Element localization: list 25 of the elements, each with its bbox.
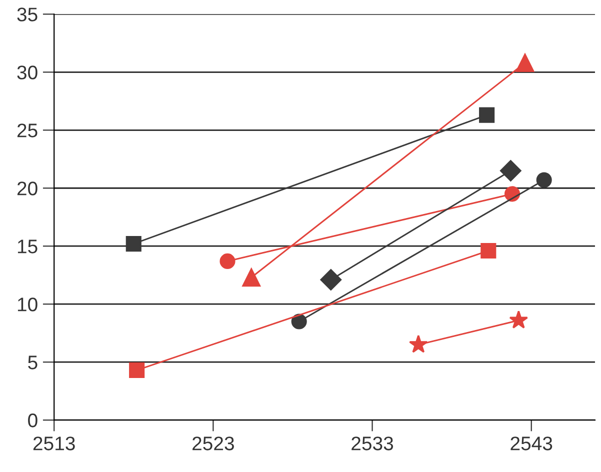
point — [479, 107, 495, 123]
point — [126, 236, 142, 252]
point — [242, 268, 261, 287]
point — [408, 334, 428, 353]
y-tick-label: 0 — [28, 414, 38, 428]
point — [536, 172, 552, 188]
y-tick-label: 15 — [18, 240, 38, 254]
y-tick-label: 20 — [17, 182, 38, 196]
point — [291, 314, 307, 330]
point — [220, 253, 236, 269]
point — [320, 269, 342, 290]
point — [516, 54, 534, 72]
y-tick-label: 5 — [28, 356, 38, 370]
x-tick-label: 2523 — [192, 436, 234, 450]
point — [129, 362, 145, 378]
x-tick-label: 2533 — [352, 436, 394, 450]
y-tick-label: 10 — [18, 298, 38, 312]
x-tick-label: 2513 — [33, 436, 75, 450]
point — [509, 310, 528, 328]
point — [500, 160, 522, 182]
y-tick-label: 30 — [17, 66, 38, 80]
point — [480, 242, 496, 259]
y-tick-label: 25 — [17, 124, 38, 138]
y-tick-label: 35 — [17, 8, 38, 22]
x-tick-label: 2543 — [510, 436, 552, 450]
